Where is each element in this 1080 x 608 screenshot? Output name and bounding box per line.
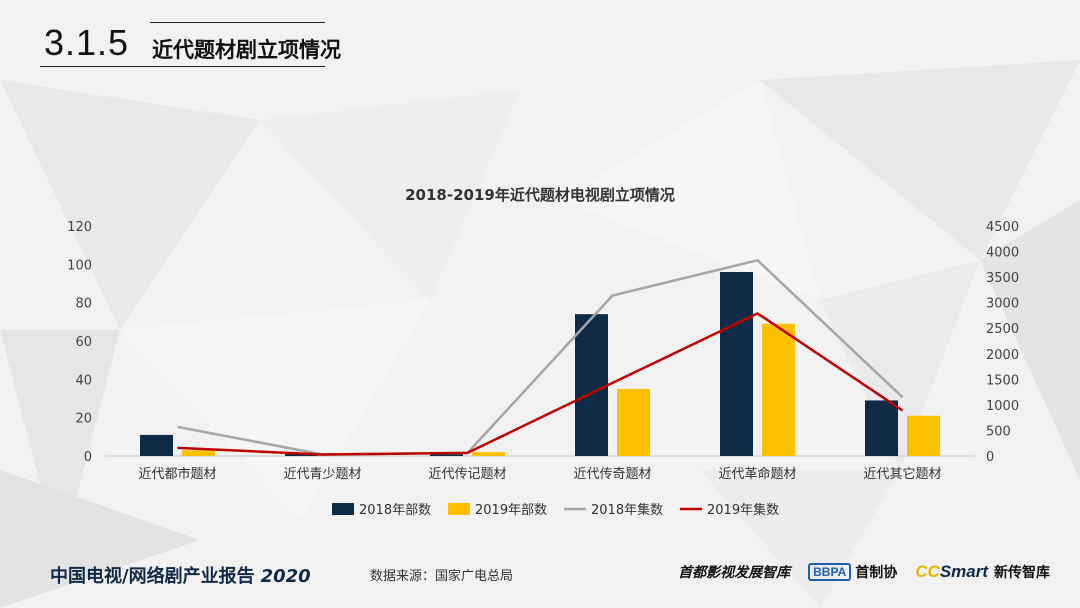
ccsmart-name: 新传智库 bbox=[994, 565, 1050, 581]
report-title: 中国电视/网络剧产业报告 2020 bbox=[50, 562, 311, 588]
right-axis-tick-label: 2500 bbox=[986, 322, 1019, 337]
category-label: 近代都市题材 bbox=[138, 466, 216, 482]
logo-ccsmart: CC Smart 新传智库 bbox=[915, 562, 1050, 582]
right-axis-tick-label: 4000 bbox=[986, 246, 1019, 261]
logo-capital-think-tank: 首都影视发展智库 bbox=[678, 565, 791, 581]
right-axis-tick-label: 2000 bbox=[986, 348, 1019, 363]
bar bbox=[907, 415, 940, 456]
right-axis-tick-label: 1500 bbox=[986, 373, 1019, 388]
bar bbox=[865, 400, 898, 456]
left-axis-ticks: 0 20 40 60 80 100 120 bbox=[67, 220, 92, 465]
legend-label: 2018年集数 bbox=[591, 502, 663, 518]
right-axis-tick-label: 3000 bbox=[986, 297, 1019, 312]
bar bbox=[575, 314, 608, 456]
legend-swatch bbox=[332, 503, 354, 515]
header-bottom-rule bbox=[40, 66, 325, 67]
category-label: 近代青少题材 bbox=[283, 467, 361, 482]
report-year: 2020 bbox=[260, 566, 311, 587]
legend-label: 2019年集数 bbox=[707, 502, 779, 518]
right-axis-ticks: 0 500 1000 1500 2000 2500 3000 3500 4000 4500 bbox=[986, 220, 1019, 465]
chart-title: 2018-2019年近代题材电视剧立项情况 bbox=[405, 186, 675, 204]
bbpa-badge: BBPA bbox=[808, 563, 852, 581]
bar bbox=[720, 272, 753, 456]
legend-swatch bbox=[448, 503, 470, 515]
bar bbox=[472, 452, 505, 456]
bar bbox=[762, 323, 795, 456]
data-source: 数据来源：国家广电总局 bbox=[370, 569, 514, 584]
left-axis-tick-label: 100 bbox=[67, 258, 92, 273]
chart-legend: 2018年部数 2019年部数 2018年集数 2019年集数 bbox=[332, 502, 779, 518]
bar bbox=[430, 454, 463, 456]
left-axis-tick-label: 0 bbox=[84, 450, 92, 465]
report-title-text: 中国电视/网络剧产业报告 bbox=[50, 566, 255, 587]
left-axis-tick-label: 60 bbox=[75, 335, 92, 350]
left-axis-tick-label: 20 bbox=[75, 412, 92, 427]
line-series-path bbox=[177, 258, 904, 456]
right-axis-tick-label: 3500 bbox=[986, 271, 1019, 286]
right-axis-tick-label: 4500 bbox=[986, 220, 1019, 235]
left-axis-tick-label: 40 bbox=[75, 373, 92, 388]
category-label: 近代其它题材 bbox=[863, 466, 941, 482]
bar bbox=[182, 450, 215, 456]
line-series bbox=[177, 258, 904, 456]
footer-logos: 首都影视发展智库 BBPA 首制协 CC Smart 新传智库 bbox=[678, 562, 1050, 582]
ccsmart-cc: CC bbox=[915, 562, 940, 581]
category-label: 近代传奇题材 bbox=[573, 466, 651, 482]
line-series-path bbox=[177, 311, 904, 456]
left-axis-tick-label: 120 bbox=[67, 220, 92, 235]
bar-series bbox=[140, 272, 940, 456]
legend-label: 2019年部数 bbox=[475, 503, 547, 518]
right-axis-tick-label: 500 bbox=[986, 424, 1011, 439]
logo-bbpa: BBPA 首制协 bbox=[808, 562, 897, 582]
page-header: 3.1.5 近代题材剧立项情况 bbox=[0, 0, 1080, 80]
bar bbox=[617, 388, 650, 456]
bbpa-name: 首制协 bbox=[855, 565, 898, 581]
bar bbox=[140, 434, 173, 456]
category-label: 近代传记题材 bbox=[428, 467, 506, 482]
left-axis-tick-label: 80 bbox=[75, 297, 92, 312]
right-axis-tick-label: 1000 bbox=[986, 399, 1019, 414]
section-title: 近代题材剧立项情况 bbox=[152, 38, 341, 62]
bar bbox=[285, 454, 318, 456]
header-top-rule bbox=[150, 22, 325, 23]
legend-label: 2018年部数 bbox=[359, 503, 431, 518]
section-number: 3.1.5 bbox=[44, 22, 130, 63]
right-axis-tick-label: 0 bbox=[986, 450, 994, 465]
category-label: 近代革命题材 bbox=[718, 466, 796, 482]
ccsmart-smart: Smart bbox=[939, 562, 988, 581]
category-labels: 近代都市题材 近代青少题材 近代传记题材 近代传奇题材 近代革命题材 近代其它题材 bbox=[138, 466, 941, 482]
